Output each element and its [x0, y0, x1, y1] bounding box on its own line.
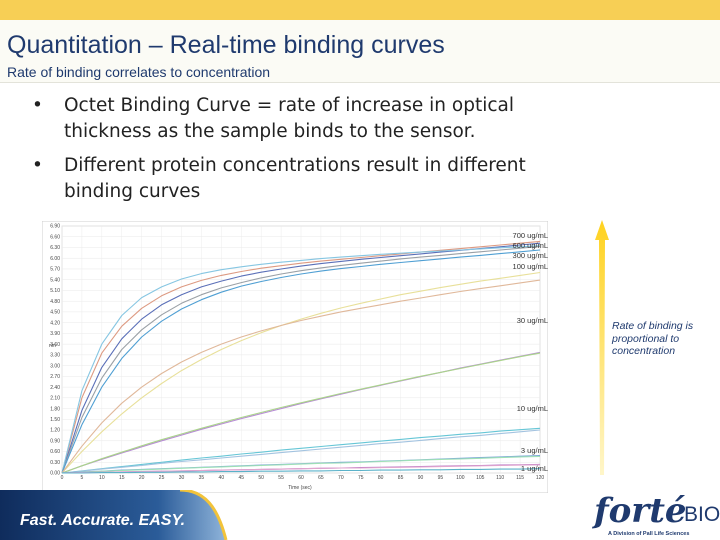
- y-tick-label: 6.90: [50, 224, 60, 230]
- conc-label-10: 10 ug/mL: [517, 404, 548, 413]
- x-tick-label: 30: [179, 475, 185, 481]
- series-line: [61, 429, 541, 474]
- y-tick-label: 3.60: [50, 342, 60, 348]
- logo-wordmark: forté: [594, 491, 687, 531]
- y-tick-label: 5.10: [50, 288, 60, 294]
- y-tick-label: 4.80: [50, 299, 60, 305]
- conc-label-100: 100 ug/mL: [513, 262, 548, 271]
- y-tick-label: 1.80: [50, 406, 60, 412]
- x-tick-label: 90: [418, 475, 424, 481]
- title-band: [0, 20, 720, 83]
- x-tick-label: 25: [159, 475, 165, 481]
- x-tick-label: 105: [476, 475, 485, 481]
- x-axis-label: Time (sec): [288, 485, 312, 491]
- bullet-dot: •: [32, 95, 43, 116]
- bullet-text: Octet Binding Curve = rate of increase i…: [64, 95, 515, 142]
- series-line: [61, 240, 541, 474]
- series-line: [62, 468, 541, 474]
- logo-tagline: A Division of Pall Life Sciences: [608, 531, 690, 537]
- series-line: [61, 279, 541, 474]
- y-tick-label: 4.20: [50, 320, 60, 326]
- y-tick-label: 2.70: [50, 374, 60, 380]
- slide-title: Quantitation – Real-time binding curves: [7, 31, 445, 59]
- x-tick-label: 65: [318, 475, 324, 481]
- x-tick-label: 110: [496, 475, 504, 481]
- y-axis-label: nm: [49, 343, 56, 349]
- conc-label-3: 3 ug/mL: [521, 446, 548, 455]
- x-tick-label: 40: [219, 475, 225, 481]
- x-tick-label: 75: [358, 475, 364, 481]
- y-tick-label: 5.70: [50, 267, 60, 273]
- y-tick-label: 6.00: [50, 256, 60, 262]
- x-tick-label: 80: [378, 475, 384, 481]
- y-tick-label: 0.90: [50, 438, 60, 444]
- conc-label-30: 30 ug/mL: [517, 316, 548, 325]
- y-tick-label: 0.60: [50, 449, 60, 455]
- footer-band: [0, 490, 228, 540]
- conc-label-700: 700 ug/mL: [513, 231, 548, 240]
- bullet-list: • Octet Binding Curve = rate of increase …: [30, 93, 590, 213]
- y-tick-label: 5.40: [50, 277, 60, 283]
- x-tick-label: 60: [298, 475, 304, 481]
- bullet-item: • Different protein concentrations result…: [30, 153, 590, 205]
- conc-label-600: 600 ug/mL: [513, 241, 548, 250]
- series-line: [61, 427, 541, 474]
- y-tick-label: 1.20: [50, 428, 60, 434]
- y-tick-label: 3.00: [50, 363, 60, 369]
- x-tick-label: 20: [139, 475, 145, 481]
- footer-tagline: Fast. Accurate. EASY.: [20, 512, 186, 529]
- x-tick-label: 0: [61, 475, 64, 481]
- chart-ticks: 0.00 0.30 0.60 0.90 1.20 1.50 1.80 2.10 2.40 2.70…: [50, 224, 544, 481]
- y-tick-label: 6.60: [50, 234, 60, 240]
- y-tick-label: 0.00: [50, 471, 60, 477]
- x-tick-label: 15: [119, 475, 125, 481]
- x-tick-label: 100: [456, 475, 465, 481]
- y-tick-label: 2.40: [50, 385, 60, 391]
- logo-suffix: BIO®: [684, 503, 720, 526]
- x-tick-label: 55: [278, 475, 284, 481]
- series-line: [61, 245, 541, 474]
- x-tick-label: 85: [398, 475, 404, 481]
- binding-curve-chart: 0.00 0.30 0.60 0.90 1.20 1.50 1.80 2.10 2.40 2.70…: [41, 220, 549, 494]
- y-tick-label: 6.30: [50, 245, 60, 251]
- concentration-arrow: [595, 220, 609, 475]
- x-tick-label: 70: [338, 475, 344, 481]
- series-line: [61, 245, 541, 474]
- series-line: [61, 455, 541, 474]
- y-tick-label: 2.10: [50, 396, 60, 402]
- x-tick-label: 5: [81, 475, 84, 481]
- series-line: [61, 464, 541, 474]
- bullet-dot: •: [32, 155, 43, 176]
- rate-note: Rate of binding is proportional to conce…: [612, 320, 694, 357]
- x-tick-label: 35: [199, 475, 205, 481]
- y-tick-label: 3.90: [50, 331, 60, 337]
- conc-label-1: 1 ug/mL: [521, 464, 548, 473]
- y-tick-label: 3.30: [50, 353, 60, 359]
- y-tick-label: 4.50: [50, 310, 60, 316]
- bullet-text: Different protein concentrations result …: [64, 155, 526, 202]
- x-tick-label: 50: [258, 475, 264, 481]
- binding-curve-svg: 0.00 0.30 0.60 0.90 1.20 1.50 1.80 2.10 2.40 2.70…: [41, 220, 549, 494]
- series-line: [61, 352, 541, 474]
- forte-bio-logo: forté BIO® A Division of Pall Life Scien…: [590, 491, 720, 540]
- bullet-item: • Octet Binding Curve = rate of increase …: [30, 93, 590, 145]
- x-tick-label: 95: [438, 475, 444, 481]
- x-tick-label: 45: [238, 475, 244, 481]
- series-line: [61, 271, 541, 474]
- x-tick-label: 10: [99, 475, 105, 481]
- chart-series: [61, 240, 541, 474]
- series-line: [61, 249, 541, 474]
- y-tick-label: 0.30: [50, 460, 60, 466]
- y-tick-label: 1.50: [50, 417, 60, 423]
- slide-subtitle: Rate of binding correlates to concentrat…: [7, 64, 271, 80]
- top-accent-bar: [0, 0, 720, 20]
- x-tick-label: 115: [516, 475, 524, 481]
- conc-label-300: 300 ug/mL: [513, 251, 548, 260]
- x-tick-label: 120: [536, 475, 545, 481]
